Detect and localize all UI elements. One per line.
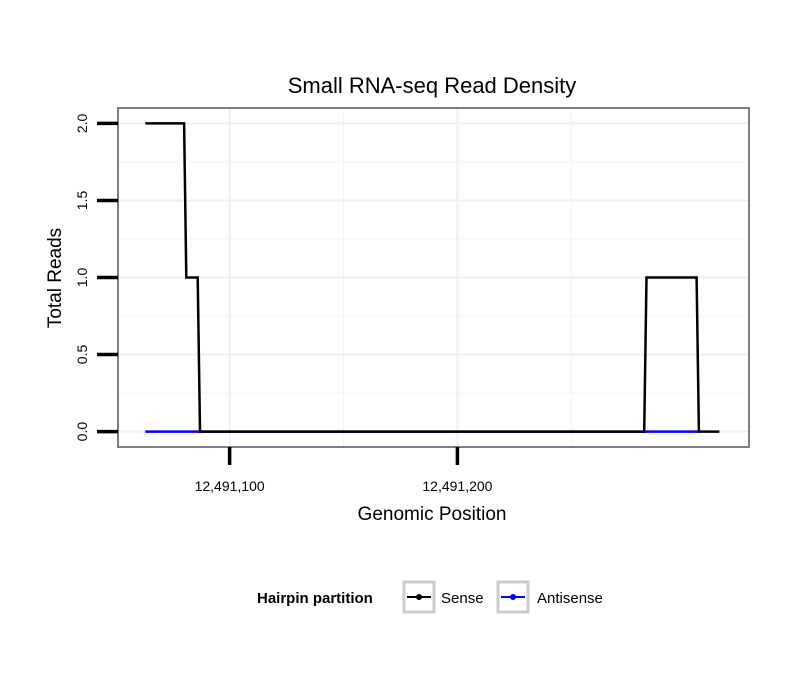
legend-item-sense: Sense bbox=[402, 580, 484, 614]
y-tick-label-0: 0.0 bbox=[74, 422, 90, 442]
legend-point-sense bbox=[416, 594, 422, 600]
legend-item-antisense: Antisense bbox=[496, 580, 603, 614]
legend-label-sense: Sense bbox=[441, 590, 484, 607]
x-axis-title: Genomic Position bbox=[358, 504, 507, 525]
y-tick-label-1: 0.5 bbox=[74, 345, 90, 365]
series-line-sense bbox=[145, 122, 720, 433]
series-layer bbox=[145, 122, 720, 433]
y-tick-label-2: 1.0 bbox=[74, 268, 90, 288]
legend-point-antisense bbox=[510, 594, 516, 600]
y-tick-label-4: 2.0 bbox=[74, 113, 90, 133]
x-tick-label-1: 12,491,200 bbox=[422, 478, 492, 494]
y-tick-label-3: 1.5 bbox=[74, 191, 90, 211]
x-tick-label-0: 12,491,100 bbox=[195, 478, 265, 494]
y-axis: 0.0 0.5 1.0 1.5 2.0 bbox=[74, 113, 118, 441]
chart-title: Small RNA-seq Read Density bbox=[288, 73, 577, 98]
legend-title: Hairpin partition bbox=[257, 590, 373, 607]
y-axis-title: Total Reads bbox=[45, 228, 66, 328]
legend-label-antisense: Antisense bbox=[537, 590, 603, 607]
legend: Hairpin partition Sense Antisense bbox=[257, 580, 603, 614]
x-axis: 12,491,100 12,491,200 bbox=[195, 447, 493, 494]
